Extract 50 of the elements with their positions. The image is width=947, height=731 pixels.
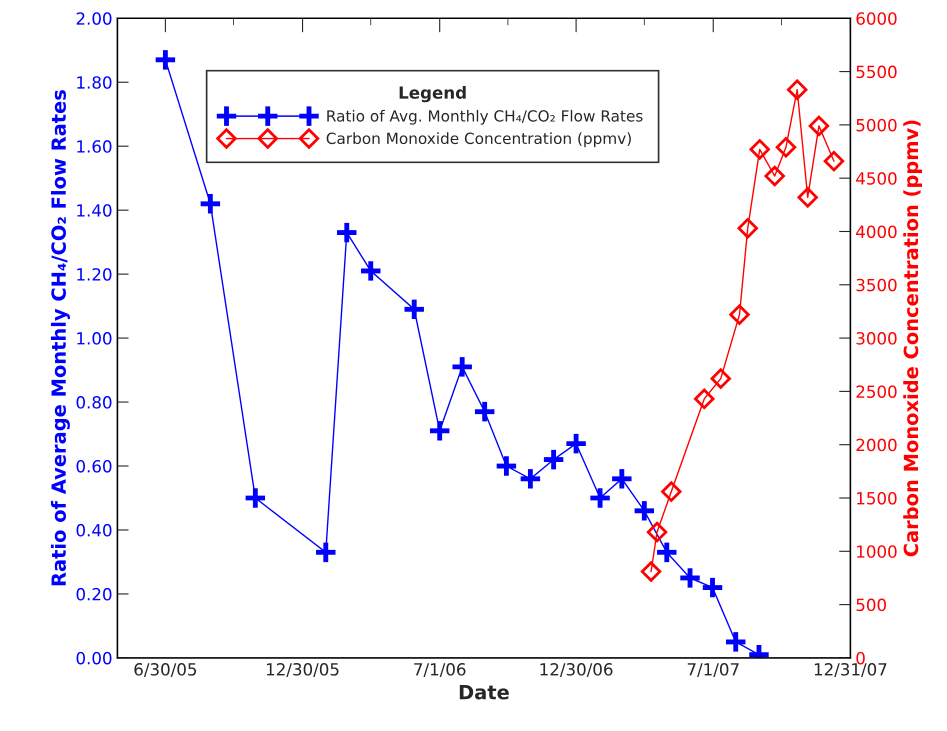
point [776, 137, 796, 158]
y-axis-title: Ratio of Average Monthly CH₄/CO₂ Flow Rates [50, 90, 70, 586]
y2-tick-label: 3500 [856, 278, 897, 292]
point [797, 187, 818, 208]
point [640, 561, 662, 582]
x-tick-label: 6/30/05 [134, 663, 196, 677]
y-tick-label: 1.20 [77, 268, 112, 281]
y2-axis-title: Carbon Monoxide Concentration (ppmv) [903, 120, 922, 556]
y2-tick-label: 2000 [856, 438, 897, 452]
point [764, 166, 785, 186]
y-tick-label: 2.00 [76, 12, 112, 25]
y-tick-label: 1.80 [77, 76, 112, 89]
y2-tick-label: 1000 [857, 545, 897, 558]
y2-tick-label: 0 [856, 652, 865, 664]
y-tick-label: 0.00 [76, 652, 112, 664]
x-tick-label: 7/1/06 [414, 663, 466, 677]
y2-tick-label: 2500 [856, 385, 897, 398]
x-tick-label: 12/31/07 [814, 663, 886, 677]
point [749, 139, 770, 160]
y2-tick-label: 1500 [857, 492, 897, 505]
y2-tick-label: 5500 [856, 66, 897, 78]
legend-label: Carbon Monoxide Concentration (ppmv) [326, 132, 631, 148]
y-tick-label: 0.60 [76, 460, 112, 473]
legend-label: Ratio of Avg. Monthly CH₄/CO₂ Flow Rates [327, 110, 643, 125]
point [824, 150, 844, 172]
y2-tick-label: 5000 [856, 118, 897, 132]
y2-tick-label: 4000 [856, 225, 897, 238]
point [729, 304, 750, 325]
y2-tick-label: 3000 [856, 332, 897, 345]
point [694, 388, 714, 410]
point [786, 79, 808, 100]
x-tick-label: 12/30/06 [540, 663, 612, 677]
y2-tick-label: 4500 [856, 172, 897, 185]
point [808, 116, 830, 136]
point [738, 218, 758, 239]
y-tick-label: 1.40 [77, 204, 112, 217]
point [661, 481, 682, 502]
x-tick-label: 7/1/07 [688, 663, 739, 677]
y2-tick-label: 6000 [856, 12, 897, 25]
y-tick-label: 0.20 [76, 588, 112, 601]
y2-tick-label: 500 [856, 598, 886, 612]
y-tick-label: 1.60 [77, 140, 112, 153]
point [646, 522, 668, 542]
y-tick-label: 0.40 [76, 524, 112, 537]
x-axis-title: Date [460, 685, 509, 700]
x-tick-label: 12/30/05 [266, 663, 339, 677]
y-tick-label: 1.00 [77, 332, 112, 345]
point [710, 368, 731, 389]
y-tick-label: 0.80 [76, 396, 112, 409]
legend-title: Legend [400, 86, 466, 102]
